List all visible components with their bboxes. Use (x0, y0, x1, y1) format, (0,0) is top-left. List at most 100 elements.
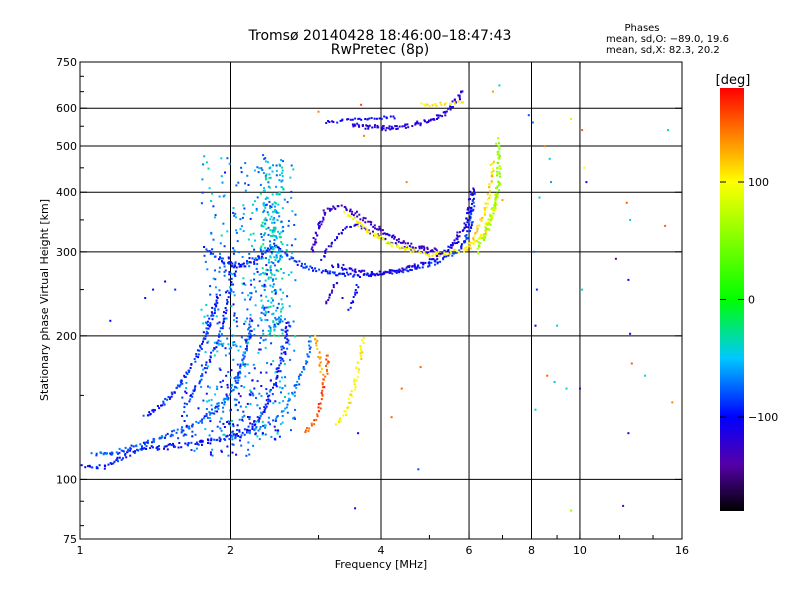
trace-point (316, 339, 319, 342)
cloud-point (284, 376, 287, 379)
cloud-point (231, 451, 234, 454)
cloud-point (208, 399, 210, 402)
cloud-point (274, 316, 277, 319)
cloud-point (258, 167, 261, 170)
cloud-point (249, 233, 252, 236)
cloud-point (238, 251, 241, 254)
trace-point (404, 123, 407, 126)
cloud-point (293, 349, 296, 352)
trace-point (484, 231, 487, 234)
trace-point (402, 240, 405, 243)
trace-point (360, 349, 363, 352)
cloud-point (271, 273, 274, 276)
cloud-point (271, 210, 274, 213)
trace-point (286, 341, 289, 344)
cloud-point (207, 167, 210, 170)
cloud-point (183, 433, 186, 436)
isolated-point (501, 199, 504, 202)
trace-point (456, 238, 459, 241)
cloud-point (292, 417, 295, 420)
trace-point (396, 127, 399, 130)
cloud-point (275, 385, 278, 388)
trace-point (381, 237, 384, 240)
trace-point (324, 375, 327, 378)
cloud-point (200, 202, 203, 205)
cloud-point (233, 312, 236, 315)
cloud-point (287, 321, 290, 324)
cloud-point (275, 169, 278, 172)
trace-point (384, 237, 387, 240)
cloud-point (263, 308, 266, 311)
cloud-point (232, 291, 235, 294)
trace-point (162, 400, 165, 403)
trace-point (275, 416, 278, 419)
trace-point (480, 236, 482, 239)
cloud-point (245, 340, 248, 343)
cloud-point (253, 328, 256, 331)
trace-point (345, 414, 348, 416)
cloud-point (271, 229, 274, 232)
cloud-point (238, 376, 241, 379)
trace-point (345, 268, 348, 271)
trace-point (417, 264, 420, 267)
trace-point (232, 433, 235, 436)
trace-point (177, 446, 180, 449)
trace-point (410, 269, 413, 271)
cloud-point (214, 269, 216, 272)
trace-point (480, 217, 483, 220)
trace-point (345, 209, 348, 212)
isolated-point (174, 288, 177, 291)
cloud-point (279, 310, 282, 313)
trace-point (419, 122, 422, 125)
trace-point (350, 267, 353, 270)
trace-point (497, 184, 500, 187)
trace-point (323, 213, 326, 216)
cloud-point (282, 160, 284, 163)
cloud-point (201, 421, 204, 424)
trace-point (145, 441, 148, 444)
y-tick-label: 750 (56, 56, 77, 69)
trace-point (281, 358, 284, 360)
trace-point (234, 433, 237, 436)
cloud-point (277, 334, 280, 337)
trace-point (459, 98, 461, 101)
isolated-point (556, 324, 559, 327)
trace-point (200, 420, 203, 423)
trace-point (315, 241, 318, 244)
cloud-point (253, 420, 256, 422)
trace-point (335, 282, 338, 285)
trace-point (473, 190, 476, 193)
cloud-point (274, 202, 277, 205)
cloud-point (219, 257, 222, 260)
trace-point (460, 243, 463, 246)
trace-point (464, 246, 467, 249)
cloud-point (251, 212, 254, 214)
cloud-point (218, 266, 221, 269)
trace-point (124, 446, 127, 449)
cloud-point (261, 284, 264, 287)
trace-point (313, 243, 316, 246)
trace-point (212, 314, 215, 317)
cloud-point (261, 221, 264, 224)
trace-point (409, 268, 412, 271)
trace-point (453, 98, 456, 101)
trace-point (248, 332, 250, 335)
trace-point (95, 465, 98, 468)
trace-point (399, 269, 402, 272)
trace-point (488, 197, 491, 200)
trace-point (188, 369, 191, 372)
trace-point (185, 371, 188, 374)
trace-point (387, 233, 390, 236)
cloud-point (224, 269, 227, 272)
trace-point (219, 438, 222, 441)
cloud-point (225, 393, 228, 396)
cloud-point (265, 268, 268, 271)
cloud-point (272, 402, 275, 405)
trace-point (305, 360, 308, 363)
trace-point (436, 258, 439, 261)
trace-point (221, 261, 224, 264)
cloud-point (263, 157, 266, 160)
trace-point (98, 464, 101, 467)
trace-point (428, 258, 431, 261)
trace-point (367, 125, 370, 128)
